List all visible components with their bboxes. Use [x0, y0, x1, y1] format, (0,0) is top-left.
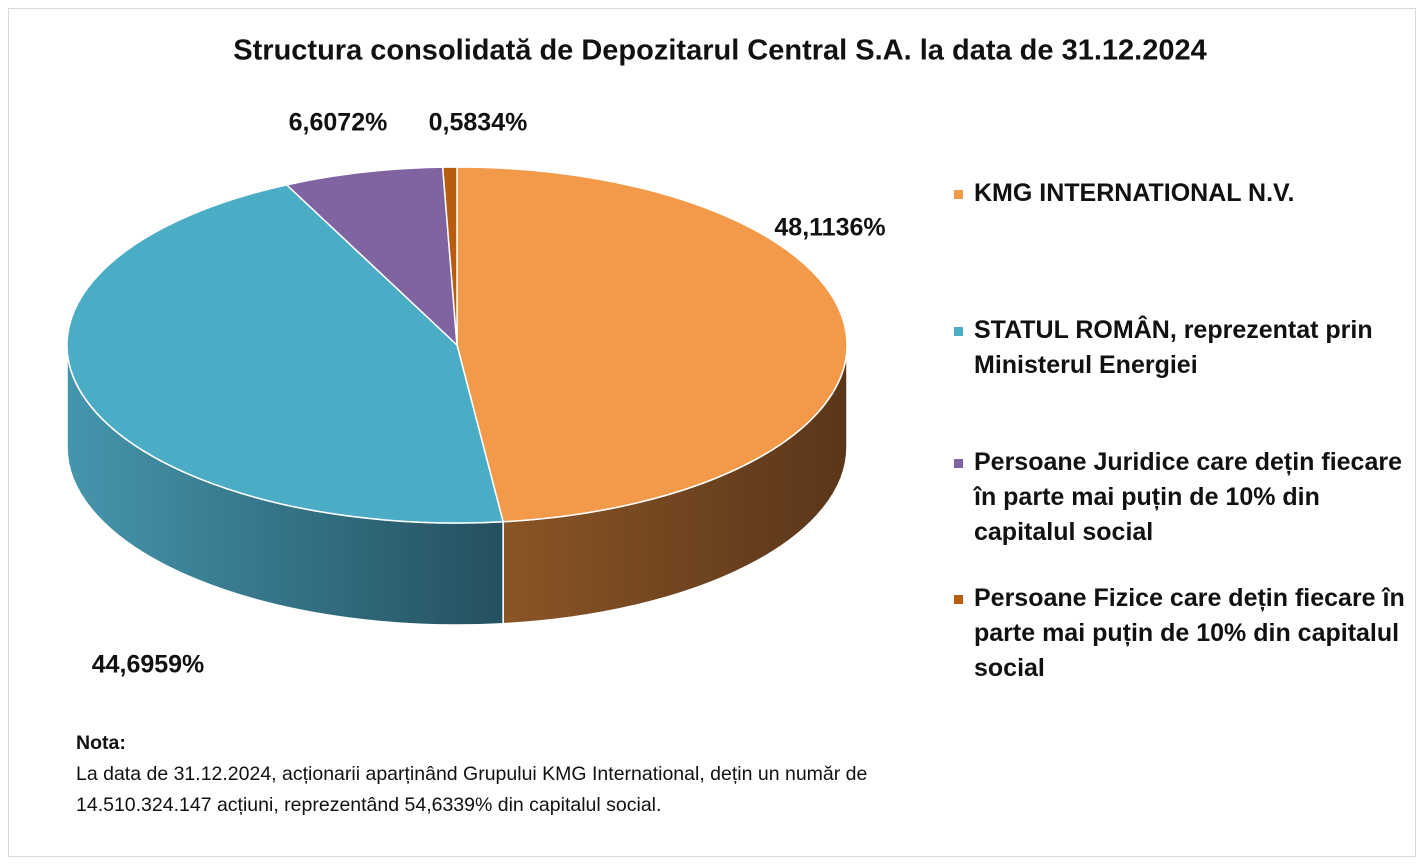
- legend-swatch: [954, 595, 963, 604]
- legend-item: Persoane Fizice care dețin fiecare în pa…: [952, 581, 1412, 686]
- chart-frame: [8, 8, 1416, 857]
- legend-swatch: [954, 190, 963, 199]
- note-line: La data de 31.12.2024, acționarii aparți…: [76, 763, 868, 785]
- slice: [66, 184, 505, 524]
- legend-item: STATUL ROMÂN, reprezentat prin Ministeru…: [952, 313, 1412, 383]
- data-label: 48,1136%: [774, 214, 885, 242]
- chart-title: Structura consolidată de Depozitarul Cen…: [233, 35, 1206, 67]
- note: Nota: La data de 31.12.2024, acționarii …: [76, 728, 867, 821]
- note-title: Nota:: [76, 732, 126, 754]
- legend-label: Persoane Juridice care dețin fiecare în …: [974, 448, 1402, 546]
- legend-item: Persoane Juridice care dețin fiecare în …: [952, 445, 1412, 550]
- slice: [285, 166, 458, 347]
- data-label: 44,6959%: [92, 651, 205, 679]
- data-label: 6,6072%: [289, 109, 388, 137]
- legend-swatch: [954, 459, 963, 468]
- slice: [456, 166, 848, 523]
- legend-label: KMG INTERNATIONAL N.V.: [974, 179, 1295, 207]
- note-line: 14.510.324.147 acțiuni, reprezentând 54,…: [76, 794, 662, 816]
- slice: [441, 166, 458, 346]
- legend-item: KMG INTERNATIONAL N.V.: [952, 176, 1412, 211]
- legend-label: STATUL ROMÂN, reprezentat prin Ministeru…: [974, 316, 1373, 379]
- data-label: 0,5834%: [429, 109, 528, 137]
- legend-label: Persoane Fizice care dețin fiecare în pa…: [974, 584, 1405, 682]
- legend-swatch: [954, 327, 963, 336]
